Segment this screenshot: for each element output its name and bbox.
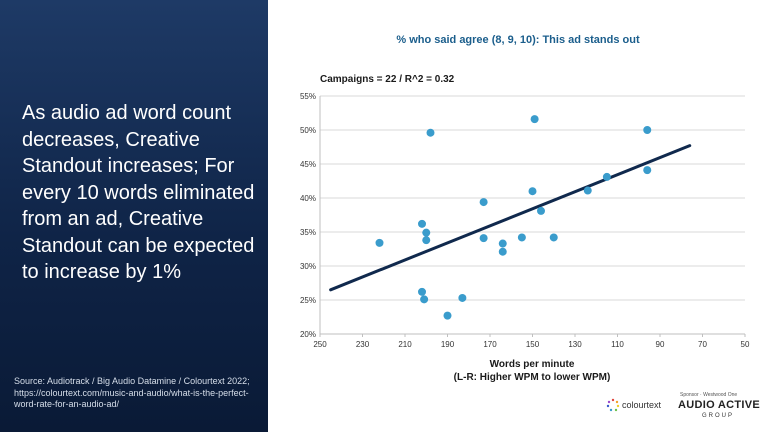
x-tick-label: 190 <box>441 340 455 349</box>
data-point <box>537 206 545 215</box>
y-tick-label: 55% <box>300 92 316 101</box>
x-axis-label: Words per minute (L-R: Higher WPM to low… <box>318 358 746 384</box>
x-tick-label: 150 <box>526 340 540 349</box>
y-tick-label: 25% <box>300 296 316 305</box>
x-tick-label: 90 <box>656 340 665 349</box>
y-tick-label: 50% <box>300 126 316 135</box>
data-point <box>528 187 537 196</box>
y-tick-label: 20% <box>300 330 316 339</box>
left-panel: As audio ad word count decreases, Creati… <box>0 0 268 432</box>
colourtext-logo: colourtext <box>606 396 666 416</box>
data-point <box>498 239 507 248</box>
x-axis-note: (L-R: Higher WPM to lower WPM) <box>453 372 611 383</box>
data-point <box>530 115 539 124</box>
source-note: Source: Audiotrack / Big Audio Datamine … <box>14 376 250 409</box>
data-point <box>418 219 426 228</box>
data-point <box>458 293 467 302</box>
x-tick-label: 170 <box>483 340 497 349</box>
x-tick-label: 130 <box>568 340 582 349</box>
colourtext-dots-icon <box>606 398 620 412</box>
data-point <box>549 233 558 242</box>
data-point <box>643 166 652 175</box>
data-point <box>422 236 431 245</box>
colourtext-wordmark: colourtext <box>622 400 662 410</box>
data-point <box>418 287 426 296</box>
x-tick-label: 250 <box>313 340 327 349</box>
data-point <box>443 311 452 320</box>
x-tick-label: 110 <box>611 340 624 349</box>
y-tick-label: 35% <box>300 228 316 237</box>
data-point <box>420 295 429 304</box>
x-tick-label: 230 <box>356 340 370 349</box>
aag-logo-group: GROUP <box>702 413 735 419</box>
data-point <box>479 198 488 207</box>
chart-subtitle: Campaigns = 22 / R^2 = 0.32 <box>320 74 455 85</box>
data-point <box>375 238 384 247</box>
x-tick-label: 70 <box>698 340 707 349</box>
chart-title: % who said agree (8, 9, 10): This ad sta… <box>396 34 640 46</box>
y-tick-label: 40% <box>300 194 316 203</box>
y-tick-label: 30% <box>300 262 316 271</box>
x-tick-label: 50 <box>741 340 750 349</box>
trendline <box>329 144 692 292</box>
aag-logo-main: AUDIO ACTIVE <box>678 399 761 411</box>
data-point <box>583 186 592 195</box>
data-point <box>498 247 507 256</box>
data-point <box>643 126 652 134</box>
x-axis-title: Words per minute <box>489 359 575 370</box>
headline: As audio ad word count decreases, Creati… <box>22 102 255 283</box>
data-point <box>602 172 611 181</box>
data-point <box>422 228 431 237</box>
data-point <box>426 128 435 137</box>
x-tick-label: 210 <box>398 340 412 349</box>
aag-logo-top: Sponsor · Westwood One <box>680 392 738 398</box>
data-point <box>479 234 488 243</box>
y-tick-label: 45% <box>300 160 316 169</box>
data-point <box>517 233 526 242</box>
audio-active-group-logo: Sponsor · Westwood One AUDIO ACTIVE GROU… <box>676 392 762 424</box>
